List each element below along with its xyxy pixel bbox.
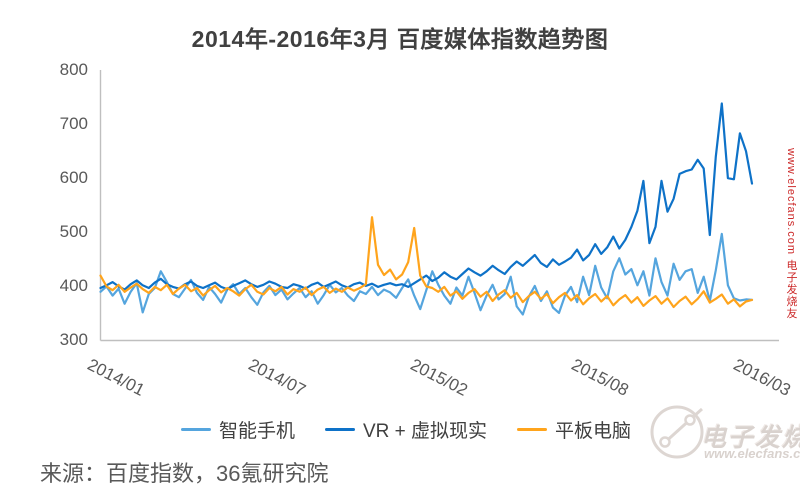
watermark-side-text: www.elecfans.com 电子发烧友 [785,148,797,320]
legend-item-smartphone: 智能手机 [180,416,295,443]
elecfans-logo-icon [650,405,704,459]
vr-line-swatch [324,428,355,431]
y-axis-label: 600 [59,168,88,187]
y-axis-label: 400 [59,276,88,295]
y-axis-label: 300 [59,330,88,349]
tablet-line-swatch [517,428,548,431]
y-axis-label: 800 [59,60,88,79]
chart-title: 2014年-2016年3月 百度媒体指数趋势图 [191,26,609,52]
legend-item-vr: VR + 虚拟现实 [324,416,488,443]
series-line-0 [99,232,754,316]
smartphone-line-swatch [180,428,211,431]
y-axis-label: 700 [59,114,88,133]
watermark-url-text: www.elecfans.com [704,446,800,461]
series-line-2 [99,216,754,309]
series-line-1 [99,102,754,291]
legend-label: VR + 虚拟现实 [362,421,488,442]
legend-item-tablet: 平板电脑 [517,416,631,443]
legend-label: 平板电脑 [555,421,632,442]
legend-label: 智能手机 [218,421,295,442]
legend: 智能手机 VR + 虚拟现实 平板电脑 [6,416,800,443]
watermark-brand-text: 电子发烧友 [701,424,800,452]
chart-plot [99,70,779,342]
y-axis-label: 500 [59,222,88,241]
source-note: 来源：百度指数，36氪研究院 [40,461,329,486]
